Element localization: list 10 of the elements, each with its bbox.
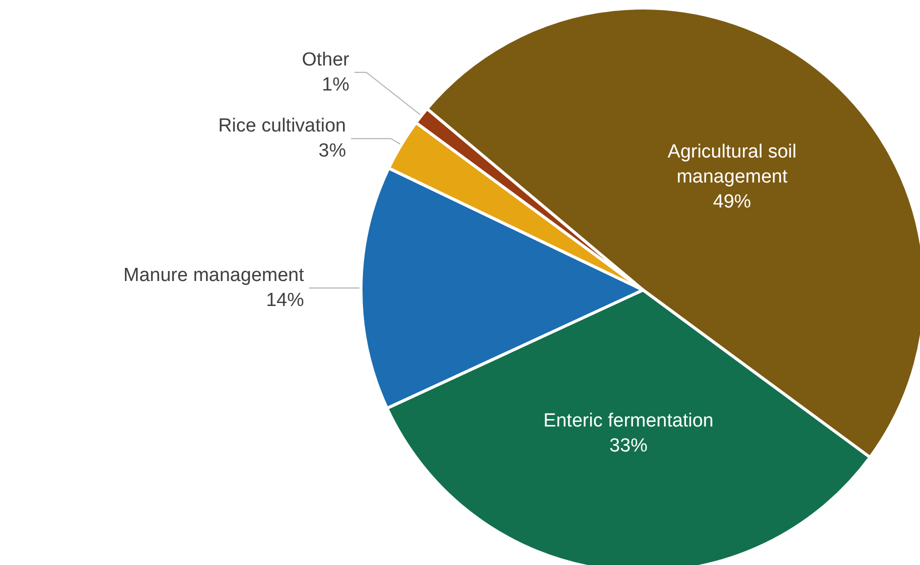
- slice-label: Other: [302, 49, 350, 70]
- slice-label: Enteric fermentation: [543, 410, 714, 432]
- data-label: 14%: [266, 290, 304, 311]
- slice-label: Rice cultivation: [218, 116, 346, 137]
- data-label: 1%: [322, 74, 350, 96]
- slice-label: Agricultural soil management: [668, 141, 796, 188]
- data-label: 49%: [713, 191, 752, 212]
- slice-label: Manure management: [123, 264, 305, 286]
- data-label: 33%: [609, 435, 648, 456]
- data-label: 3%: [318, 140, 346, 162]
